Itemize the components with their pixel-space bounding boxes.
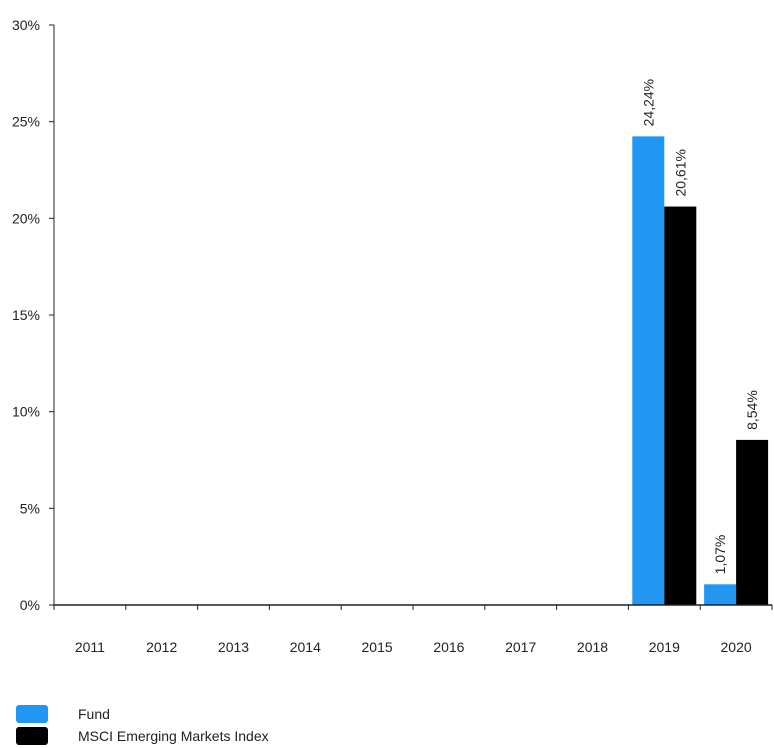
bar-msci-emerging-markets-index-2019 [664, 206, 697, 606]
x-tick-label-2015: 2015 [362, 639, 393, 655]
bar-msci-emerging-markets-index-2020 [736, 439, 769, 605]
x-tick-label-2014: 2014 [290, 639, 321, 655]
x-tick-label-2011: 2011 [75, 639, 105, 655]
x-tick-label-2019: 2019 [649, 639, 680, 655]
legend-swatch-fund [16, 705, 48, 723]
y-tick-label-20: 20% [12, 210, 40, 226]
bar-chart: 0% 5% 10% 15% 20% 25% 30% 24,24% 20,61% 1,07% 8,54… [12, 17, 773, 655]
data-label-msci-emerging-markets-index-2019: 20,61% [672, 149, 688, 196]
legend-label-msci-emerging-markets-index: MSCI Emerging Markets Index [78, 728, 269, 744]
data-label-fund-2020: 1,07% [712, 535, 728, 575]
y-tick-label-30: 30% [12, 17, 40, 33]
x-tick-label-2013: 2013 [218, 639, 249, 655]
x-tick-label-2012: 2012 [146, 639, 177, 655]
bar-fund-2019 [632, 136, 665, 606]
y-tick-label-15: 15% [12, 307, 40, 323]
legend-label-fund: Fund [78, 706, 110, 722]
y-tick-label-25: 25% [12, 114, 40, 130]
y-tick-label-10: 10% [12, 404, 40, 420]
bar-fund-2020 [704, 584, 737, 605]
y-tick-label-0: 0% [20, 597, 40, 613]
legend-swatch-msci-emerging-markets-index [16, 727, 48, 745]
x-tick-label-2020: 2020 [721, 639, 752, 655]
data-label-fund-2019: 24,24% [640, 79, 656, 126]
y-tick-label-5: 5% [20, 500, 40, 516]
x-tick-label-2017: 2017 [505, 639, 536, 655]
x-tick-label-2018: 2018 [577, 639, 608, 655]
x-tick-label-2016: 2016 [433, 639, 464, 655]
data-label-msci-emerging-markets-index-2020: 8,54% [744, 390, 760, 430]
